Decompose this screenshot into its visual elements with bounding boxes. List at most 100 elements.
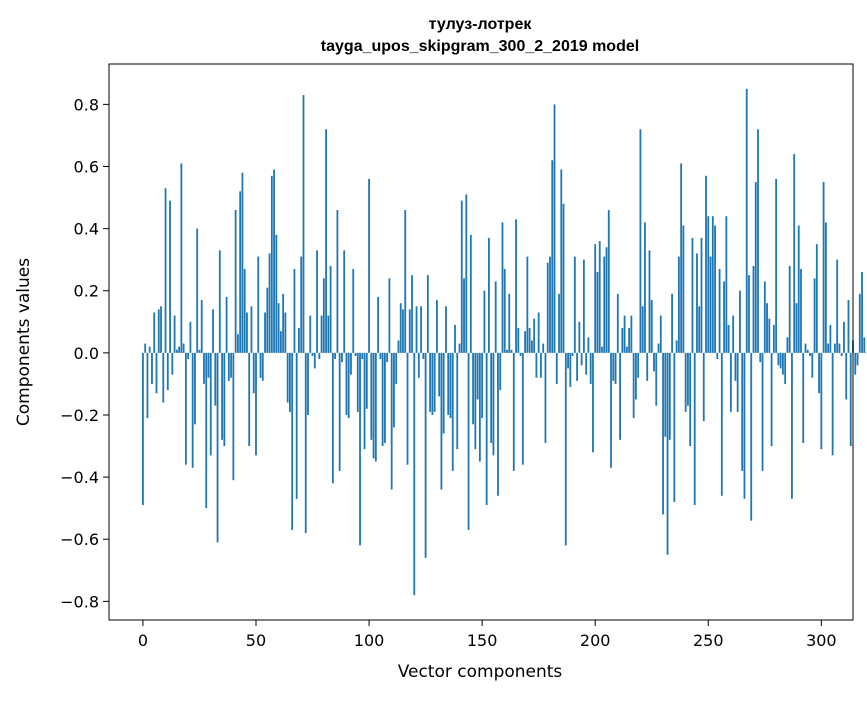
bar-38 <box>227 352 230 381</box>
bar-63 <box>284 312 287 353</box>
bar-85 <box>334 352 337 360</box>
bar-134 <box>445 306 447 353</box>
bar-79 <box>320 315 323 353</box>
bar-146 <box>472 352 474 425</box>
bar-320 <box>865 352 867 354</box>
bar-315 <box>854 352 857 375</box>
bar-6 <box>155 352 158 394</box>
bar-118 <box>408 309 411 353</box>
bar-239 <box>682 225 685 353</box>
bar-57 <box>270 175 273 353</box>
bar-281 <box>777 352 780 366</box>
bar-21 <box>189 321 192 353</box>
bar-254 <box>716 352 719 360</box>
bar-307 <box>836 259 839 353</box>
bar-191 <box>573 256 576 353</box>
bar-92 <box>350 352 352 375</box>
bar-169 <box>524 331 526 353</box>
bar-154 <box>490 352 493 443</box>
bar-29 <box>207 352 210 378</box>
bar-128 <box>431 352 434 415</box>
bar-293 <box>804 343 807 353</box>
bar-138 <box>454 324 456 353</box>
bar-170 <box>526 256 529 353</box>
bar-287 <box>791 352 793 499</box>
bar-226 <box>653 352 655 372</box>
bar-158 <box>499 352 502 391</box>
bar-104 <box>377 296 380 353</box>
bar-42 <box>237 334 239 353</box>
x-tick-label: 100 <box>354 631 385 650</box>
bar-189 <box>569 352 572 388</box>
bar-270 <box>752 265 755 353</box>
y-axis-label: Components values <box>14 258 34 426</box>
bar-48 <box>250 306 253 353</box>
bar-55 <box>266 287 269 353</box>
bar-286 <box>788 265 791 353</box>
bar-207 <box>610 352 612 468</box>
bar-252 <box>711 216 714 353</box>
bar-125 <box>424 352 427 558</box>
bar-15 <box>175 349 178 353</box>
bar-13 <box>171 352 174 375</box>
bar-70 <box>300 256 303 353</box>
bar-122 <box>417 352 420 378</box>
bar-285 <box>786 337 789 353</box>
bar-163 <box>510 349 513 353</box>
bar-248 <box>702 352 705 422</box>
y-tick-label: 0.2 <box>74 282 99 301</box>
bar-183 <box>555 352 558 384</box>
bar-116 <box>404 209 407 353</box>
bar-260 <box>729 352 732 412</box>
bar-247 <box>700 237 703 353</box>
bar-58 <box>273 169 275 353</box>
bar-132 <box>440 352 443 490</box>
bar-184 <box>558 293 560 353</box>
bar-178 <box>544 352 547 443</box>
bar-89 <box>343 250 346 353</box>
bar-80 <box>322 278 325 353</box>
bar-194 <box>580 352 583 366</box>
bar-113 <box>397 340 400 353</box>
bar-33 <box>216 352 219 543</box>
bar-188 <box>567 352 569 369</box>
bar-243 <box>691 237 694 353</box>
bar-74 <box>309 315 312 353</box>
bar-56 <box>268 253 271 353</box>
bar-173 <box>533 318 536 353</box>
bar-135 <box>447 352 450 415</box>
ticks-group: 0 50 100 150 200 250 300 −0.8 −0.6 −0.4 −0.2 0.0 0.2… <box>60 95 836 650</box>
bar-121 <box>415 306 418 353</box>
bar-25 <box>198 349 201 353</box>
bar-107 <box>383 352 386 443</box>
bar-31 <box>212 309 214 353</box>
x-tick-label: 0 <box>138 631 148 650</box>
bar-301 <box>822 182 825 353</box>
bar-66 <box>291 352 294 530</box>
bar-198 <box>589 352 592 384</box>
bar-213 <box>623 315 626 353</box>
bar-16 <box>178 346 181 353</box>
bar-171 <box>528 328 531 353</box>
bar-206 <box>607 209 610 353</box>
bar-22 <box>191 352 194 468</box>
bar-117 <box>406 352 409 465</box>
bar-228 <box>657 343 660 353</box>
bar-144 <box>467 352 470 530</box>
bar-140 <box>458 343 461 353</box>
bar-253 <box>714 225 716 353</box>
bar-143 <box>465 194 468 353</box>
bar-10 <box>164 188 167 353</box>
chart-title: тулуз-лотрек <box>429 16 533 33</box>
bar-159 <box>501 222 504 353</box>
bar-251 <box>709 256 712 353</box>
bar-11 <box>166 352 169 391</box>
bar-195 <box>582 259 585 353</box>
bar-190 <box>571 352 574 356</box>
bar-18 <box>182 343 185 353</box>
bar-14 <box>173 315 176 353</box>
bar-167 <box>519 352 522 356</box>
bar-110 <box>390 352 393 490</box>
bar-153 <box>488 237 490 353</box>
